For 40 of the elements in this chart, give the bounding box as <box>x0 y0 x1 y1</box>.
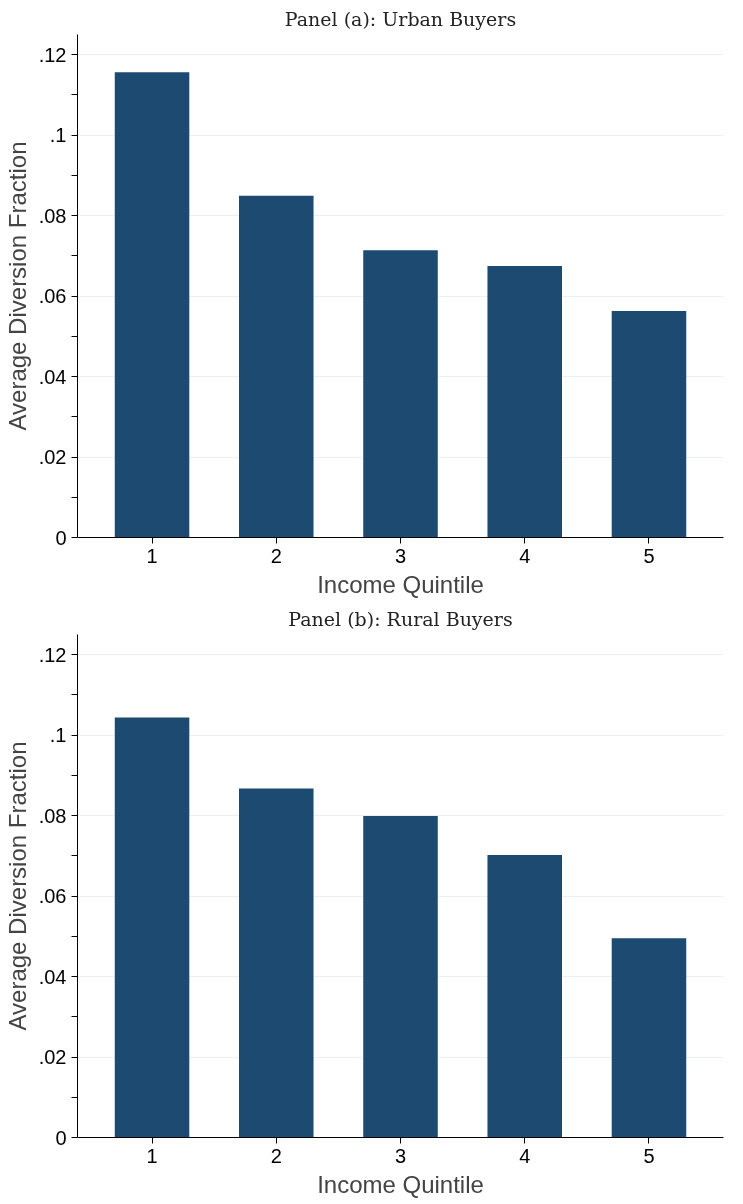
x-tick-label: 1 <box>146 1144 158 1167</box>
y-tick-label: .1 <box>49 124 67 147</box>
y-tick-label: .12 <box>38 643 67 666</box>
y-tick-label: .12 <box>38 43 67 66</box>
x-tick-label: 4 <box>519 1144 531 1167</box>
bar <box>114 717 190 1138</box>
x-tick-label: 2 <box>270 544 282 567</box>
y-tick-label: .04 <box>38 965 67 988</box>
bar <box>487 265 562 538</box>
x-axis-title: Income Quintile <box>317 570 484 598</box>
bar <box>487 855 562 1138</box>
x-tick-label: 3 <box>394 1144 407 1167</box>
bar <box>239 195 314 538</box>
x-tick-label: 5 <box>643 1144 655 1167</box>
y-tick-label: 0 <box>55 526 67 549</box>
x-axis-title: Income Quintile <box>317 1170 484 1198</box>
x-tick-label: 5 <box>643 544 655 567</box>
bar <box>114 72 190 538</box>
x-tick-label: 3 <box>394 544 407 567</box>
y-tick-label: .04 <box>38 365 67 388</box>
bar <box>363 250 438 538</box>
y-tick-label: .1 <box>49 724 67 747</box>
y-tick-label: 0 <box>55 1126 67 1149</box>
y-tick-label: .08 <box>38 204 67 227</box>
y-tick-label: .08 <box>38 804 67 827</box>
x-tick-label: 2 <box>270 1144 282 1167</box>
y-tick-label: .06 <box>38 885 67 908</box>
bar <box>611 310 687 538</box>
y-tick-label: .02 <box>38 1046 67 1069</box>
bar <box>239 788 314 1138</box>
chart-title: Panel (b): Rural Buyers <box>288 607 513 630</box>
y-axis-title: Average Diversion Fraction <box>3 141 31 431</box>
x-tick-label: 1 <box>146 544 158 567</box>
x-tick-label: 4 <box>519 544 531 567</box>
y-tick-label: .06 <box>38 285 67 308</box>
bar <box>363 815 438 1138</box>
chart-title: Panel (a): Urban Buyers <box>284 7 517 30</box>
y-axis-title: Average Diversion Fraction <box>3 741 31 1031</box>
bar <box>611 938 687 1138</box>
y-tick-label: .02 <box>38 446 67 469</box>
